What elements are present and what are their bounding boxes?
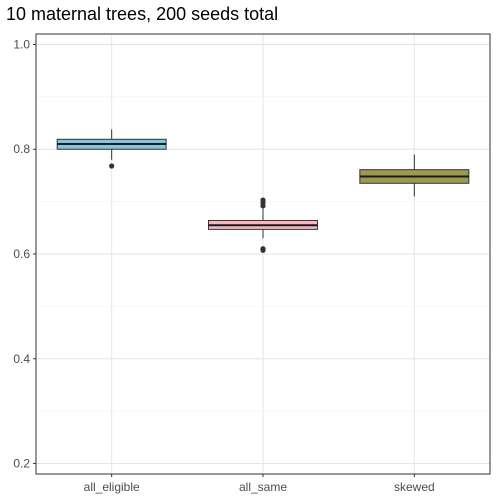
y-tick-label: 0.2 <box>13 457 30 471</box>
panel-border <box>35 33 491 475</box>
x-tick-label: all_same <box>239 480 287 494</box>
x-tick-label: skewed <box>394 480 435 494</box>
outlier-point <box>260 197 266 203</box>
chart-title: 10 maternal trees, 200 seeds total <box>6 4 279 24</box>
x-tick-label: all_eligible <box>84 480 140 494</box>
y-tick-label: 1.0 <box>13 37 30 51</box>
y-tick-label: 0.4 <box>13 352 30 366</box>
outlier-point <box>109 163 115 169</box>
outlier-point <box>260 246 266 252</box>
y-tick-label: 0.8 <box>13 142 30 156</box>
y-tick-label: 0.6 <box>13 247 30 261</box>
